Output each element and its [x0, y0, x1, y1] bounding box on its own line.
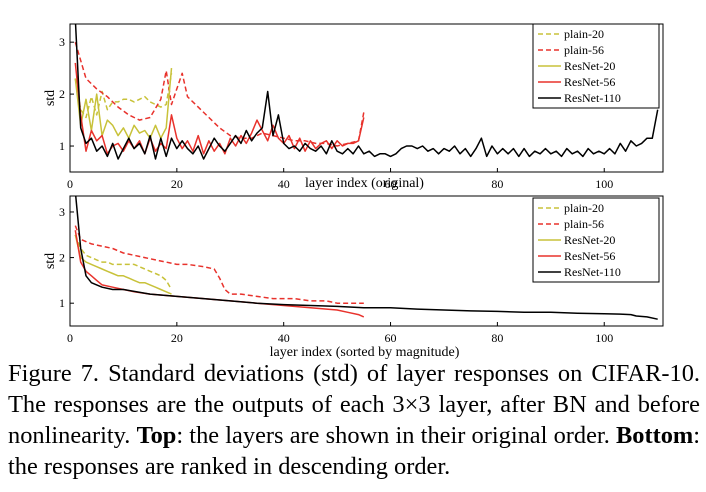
series-line-resnet-110 [74, 196, 658, 320]
chart-panel-2: 0 20 40 60 80 100 1 2 3 std layer index (sorted by… [43, 195, 664, 360]
y-tick-label: 2 [59, 251, 65, 265]
legend: plain-20 plain-56 ResNet-20 ResNet-56 ResNet… [532, 23, 660, 109]
x-tick-label: 0 [67, 331, 73, 345]
series-line-resnet-56 [74, 62, 365, 155]
x-axis-label: layer index (original) [305, 176, 424, 191]
y-tick-label: 3 [59, 35, 65, 49]
x-tick-label: 80 [491, 331, 503, 345]
x-axis-label: layer index (sorted by magnitude) [270, 345, 460, 360]
x-tick-label: 100 [595, 331, 613, 345]
plot-frame [69, 195, 664, 327]
caption-bottom-text: : the responses are ranked in descending… [8, 422, 700, 480]
legend-label: ResNet-56 [564, 249, 615, 263]
caption-bottom-label: Bottom [615, 422, 694, 449]
legend-label: ResNet-20 [564, 59, 615, 73]
series-line-plain-56 [74, 225, 364, 304]
y-tick-label: 1 [59, 296, 65, 310]
series-line-plain-20 [74, 73, 173, 119]
legend-label: ResNet-56 [564, 75, 615, 89]
series-line-resnet-110 [74, 24, 659, 160]
x-tick-label: 60 [385, 177, 397, 191]
legend-label: ResNet-110 [564, 91, 621, 105]
figure-caption: Figure 7. Standard deviations (std) of l… [8, 358, 700, 482]
x-tick-label: 0 [67, 177, 73, 191]
x-tick-label: 20 [171, 331, 183, 345]
caption-text: Figure 7. Standard deviations (std) of l… [8, 360, 700, 449]
legend-label: plain-20 [564, 27, 604, 41]
x-tick-label: 20 [171, 177, 183, 191]
y-tick-label: 1 [59, 139, 65, 153]
legend-label: plain-20 [564, 201, 604, 215]
series-line-resnet-56 [74, 230, 365, 318]
legend-label: plain-56 [564, 43, 604, 57]
x-tick-label: 100 [595, 177, 613, 191]
caption-top-text: : the layers are shown in their original… [176, 422, 610, 449]
legend-label: ResNet-110 [564, 265, 621, 279]
series-line-resnet-20 [74, 234, 172, 295]
x-tick-label: 80 [491, 177, 503, 191]
series-group [74, 24, 659, 160]
x-tick-label: 40 [278, 331, 290, 345]
x-tick-label: 40 [278, 177, 290, 191]
series-line-resnet-20 [74, 68, 173, 139]
y-tick-label: 2 [59, 87, 65, 101]
y-tick-label: 3 [59, 205, 65, 219]
caption-top-label: Top [136, 422, 177, 449]
x-tick-label: 60 [385, 331, 397, 345]
legend-label: plain-56 [564, 217, 604, 231]
series-line-plain-56 [74, 41, 365, 147]
series-line-plain-20 [74, 234, 173, 290]
plot-frame [69, 23, 664, 173]
series-group [74, 196, 658, 320]
legend-label: ResNet-20 [564, 233, 615, 247]
chart-panel-1: 0 20 40 60 80 100 1 2 3 std layer index (original)… [43, 23, 664, 191]
y-axis-label: std [43, 90, 58, 106]
legend: plain-20 plain-56 ResNet-20 ResNet-56 ResNet… [532, 197, 660, 283]
y-axis-label: std [43, 253, 58, 269]
